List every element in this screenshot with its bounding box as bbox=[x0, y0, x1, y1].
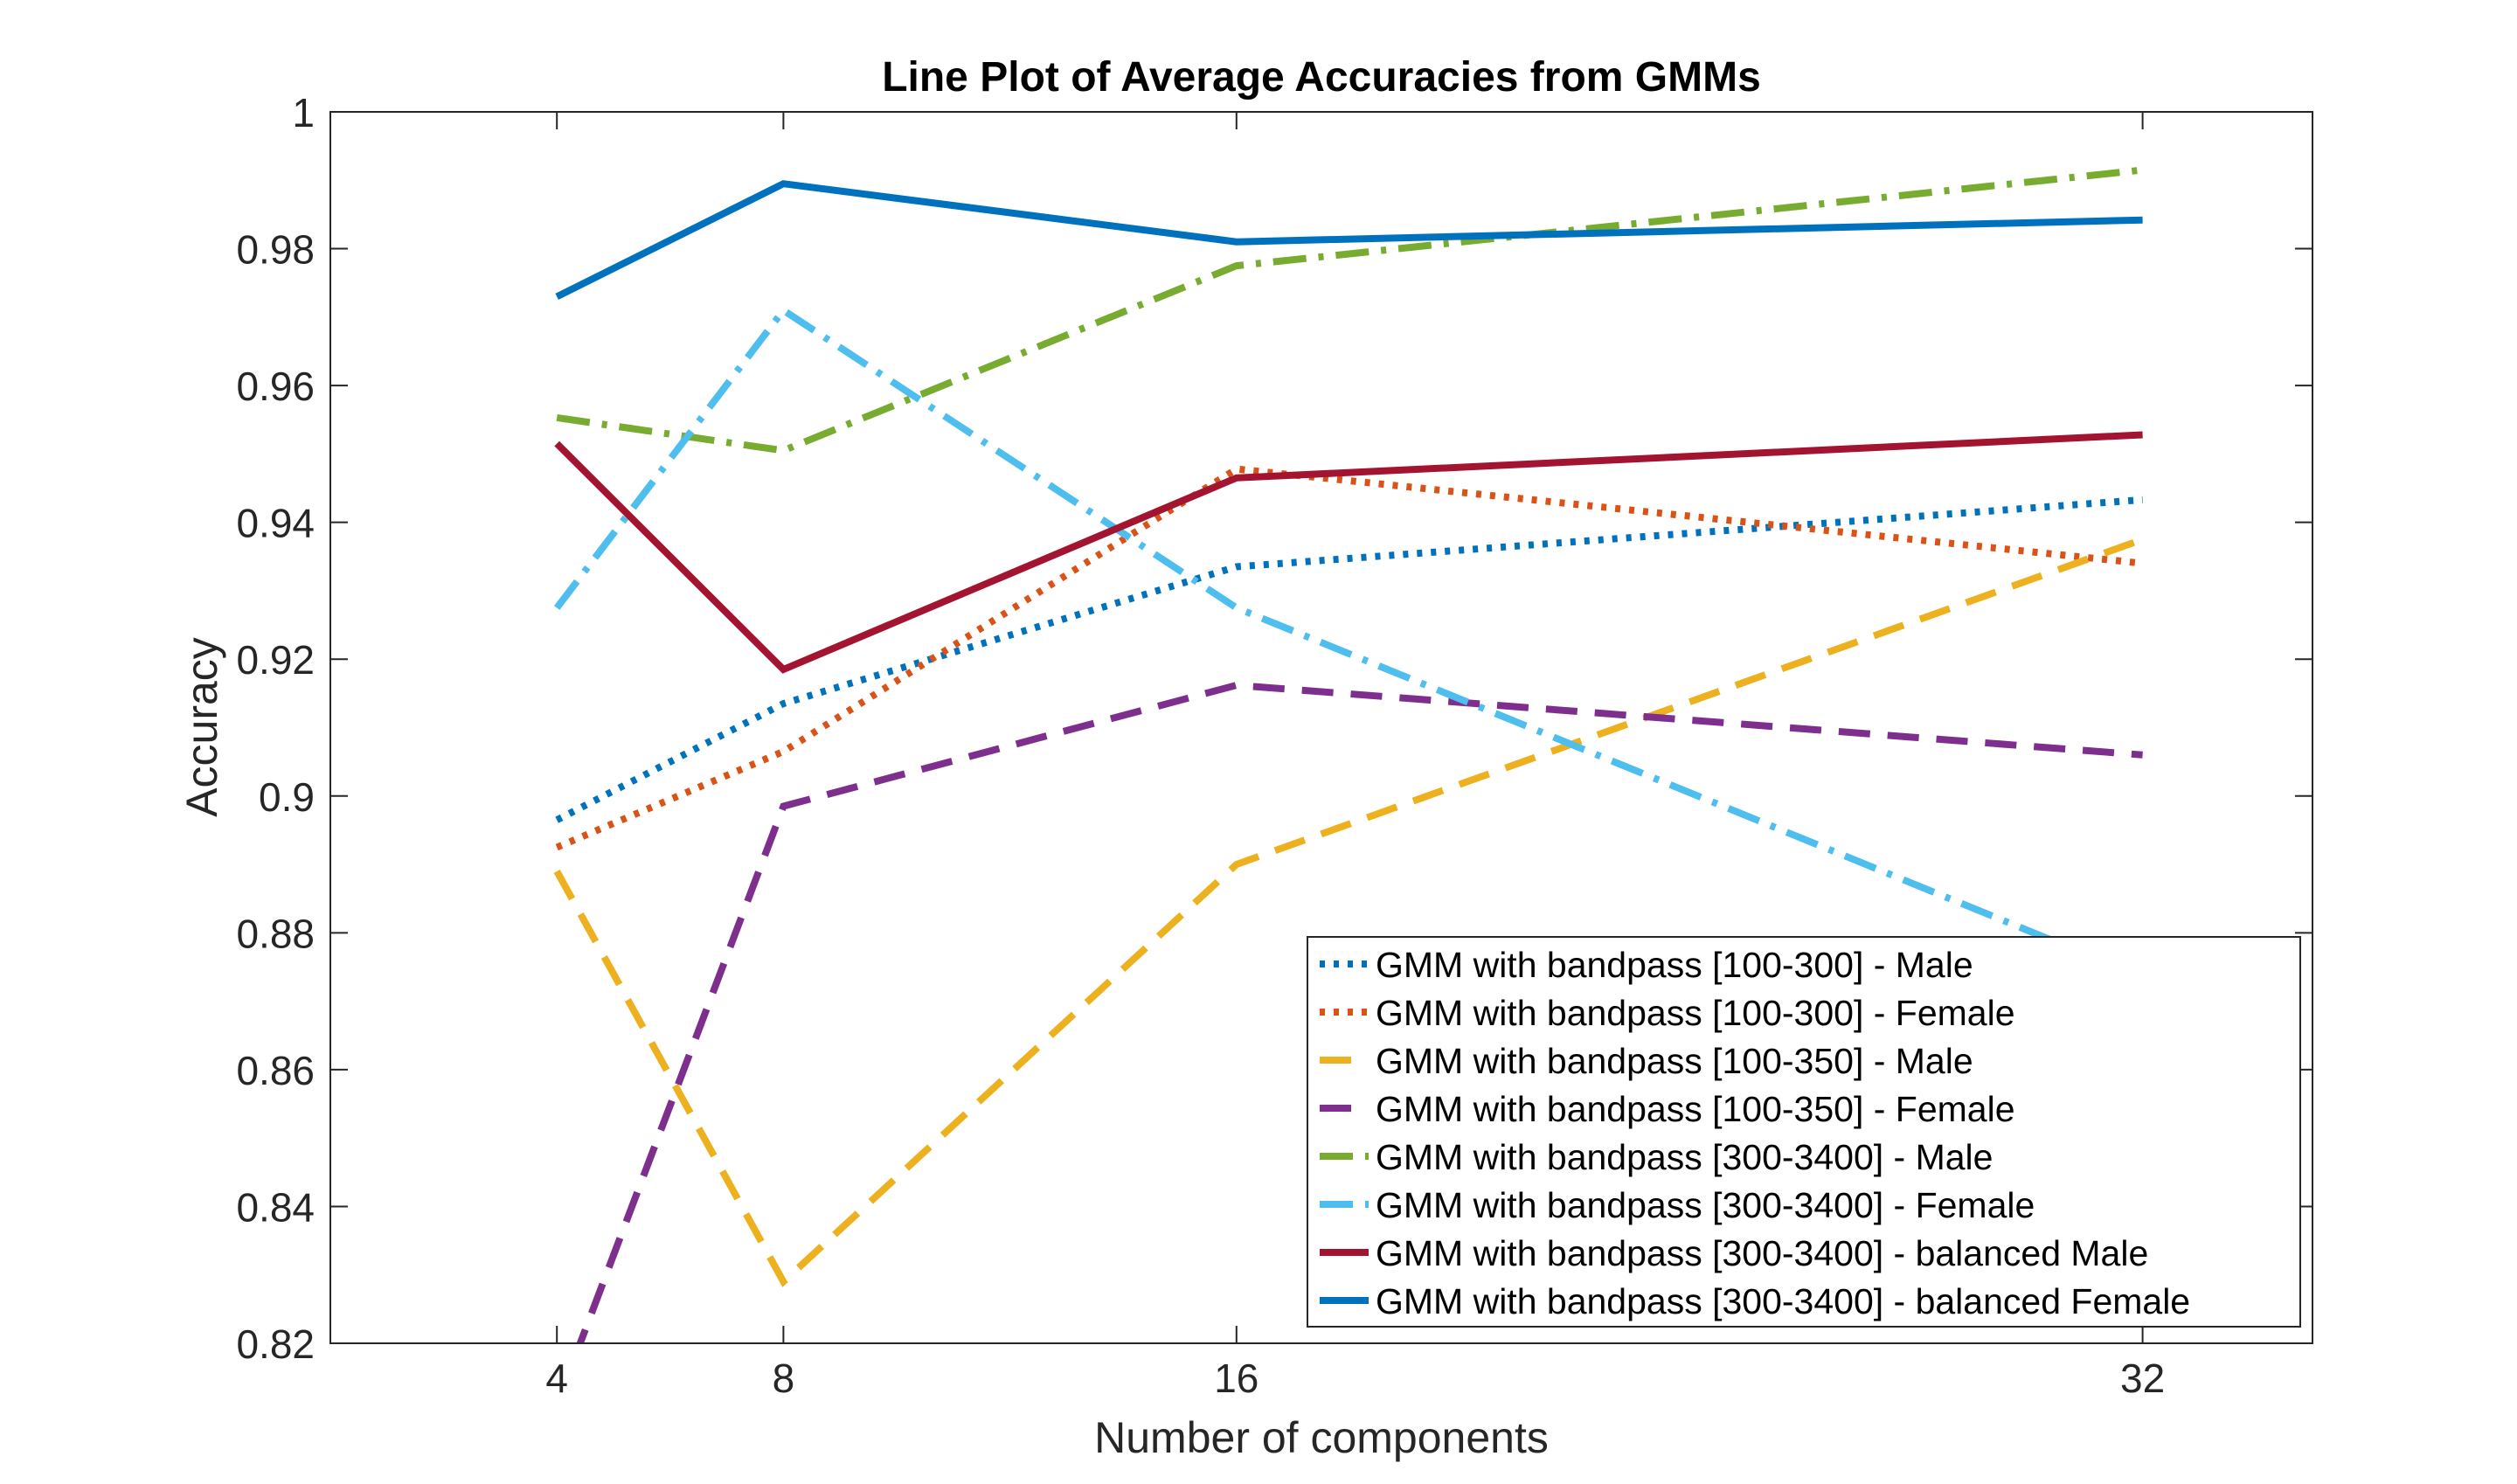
y-tick-label: 0.96 bbox=[236, 364, 315, 409]
series-lines bbox=[553, 166, 2145, 1343]
y-tick-label: 0.88 bbox=[236, 911, 315, 956]
series-line bbox=[555, 180, 2143, 300]
chart-title: Line Plot of Average Accuracies from GMM… bbox=[882, 54, 1761, 101]
legend-label: GMM with bandpass [100-350] - Female bbox=[1376, 1089, 2015, 1129]
legend-label: GMM with bandpass [300-3400] - Female bbox=[1376, 1185, 2035, 1225]
legend-label: GMM with bandpass [100-300] - Female bbox=[1376, 993, 2015, 1033]
series-line bbox=[554, 431, 2143, 674]
legend-label: GMM with bandpass [300-3400] - Male bbox=[1376, 1137, 1993, 1177]
x-tick-label: 4 bbox=[545, 1356, 568, 1401]
x-tick-labels: 4 8 16 32 bbox=[545, 1356, 2165, 1401]
y-tick-labels: 0.82 0.84 0.86 0.88 0.9 0.92 0.94 0.96 0.98 1 bbox=[236, 90, 315, 1367]
legend-label: GMM with bandpass [100-350] - Male bbox=[1376, 1041, 1973, 1081]
series-line bbox=[554, 305, 2145, 981]
x-tick-label: 16 bbox=[1214, 1356, 1258, 1401]
x-axis-label: Number of components bbox=[1094, 1413, 1549, 1462]
legend-box bbox=[1307, 936, 2301, 1328]
series-line bbox=[555, 496, 2143, 823]
y-tick-label: 0.9 bbox=[259, 774, 315, 820]
x-tick-label: 32 bbox=[2120, 1356, 2165, 1401]
x-tick-label: 8 bbox=[773, 1356, 795, 1401]
y-axis-label: Accuracy bbox=[177, 637, 226, 817]
y-tick-label: 1 bbox=[292, 90, 315, 135]
legend: GMM with bandpass [100-300] - Male GMM wi… bbox=[1307, 936, 2301, 1328]
y-tick-label: 0.92 bbox=[236, 637, 315, 683]
plot-frame bbox=[329, 111, 2313, 1344]
legend-label: GMM with bandpass [300-3400] - balanced … bbox=[1376, 1281, 2190, 1321]
series-line bbox=[556, 166, 2144, 454]
y-tick-label: 0.94 bbox=[236, 501, 315, 546]
series-line bbox=[576, 681, 2143, 1343]
y-tick-label: 0.98 bbox=[236, 227, 315, 273]
y-tick-label: 0.86 bbox=[236, 1048, 315, 1093]
y-tick-label: 0.84 bbox=[236, 1184, 315, 1230]
y-tick-label: 0.82 bbox=[236, 1321, 315, 1367]
series-line bbox=[555, 465, 2144, 851]
legend-label: GMM with bandpass [300-3400] - balanced … bbox=[1376, 1233, 2148, 1273]
legend-label: GMM with bandpass [100-300] - Male bbox=[1376, 945, 1973, 985]
